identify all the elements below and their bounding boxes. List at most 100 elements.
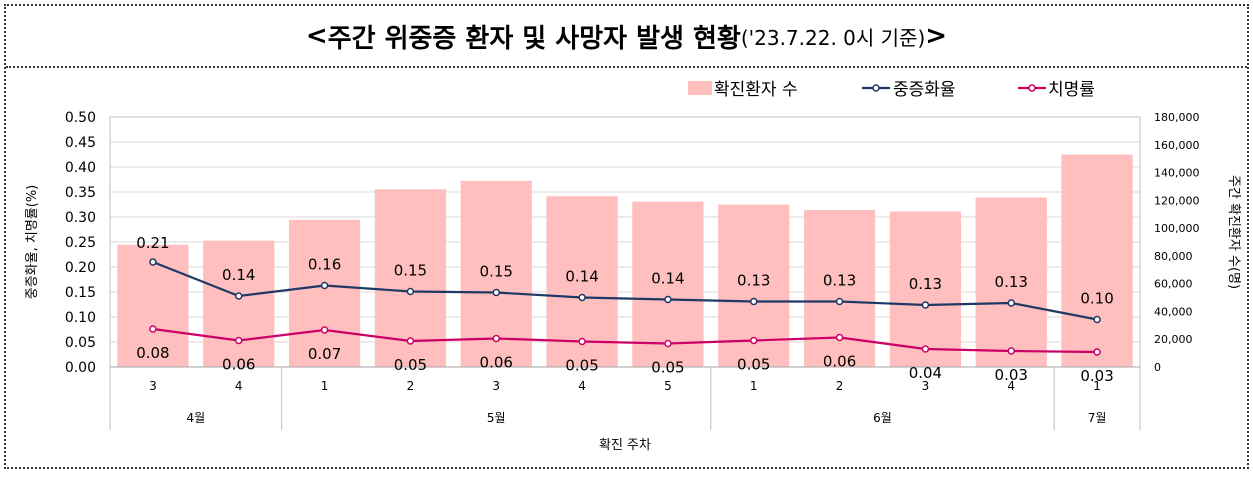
data-point: [750, 336, 758, 345]
series-line: [152, 327, 1098, 354]
data-point: [492, 288, 500, 297]
y2-tick-label: 40,000: [1154, 305, 1193, 318]
y-tick-label: 0.00: [65, 360, 96, 376]
x-tick-label: 4: [235, 379, 243, 393]
chart-subtitle: ('23.7.22. 0시 기준): [740, 25, 926, 50]
data-label: 0.13: [737, 272, 770, 290]
legend-swatch-bar: [688, 81, 712, 95]
data-point: [320, 281, 329, 290]
y-tick-label: 0.45: [65, 135, 96, 151]
data-label: 0.21: [136, 234, 169, 252]
data-label: 0.16: [308, 256, 341, 274]
data-label: 0.14: [222, 266, 255, 284]
title-prefix: <: [305, 21, 328, 51]
data-point: [1093, 348, 1101, 356]
title-bar: < 주간 위중증 환자 및 사망자 발생 현황 ('23.7.22. 0시 기준…: [6, 6, 1247, 68]
data-label: 0.08: [136, 344, 169, 362]
y2-tick-label: 0: [1154, 361, 1161, 374]
data-label: 0.05: [651, 359, 684, 377]
data-label: 0.07: [308, 345, 341, 363]
data-point: [578, 293, 586, 302]
data-label: 0.13: [995, 273, 1028, 291]
bar: [288, 219, 361, 367]
data-label: 0.06: [480, 354, 513, 372]
x-tick-label: 3: [149, 379, 157, 393]
data-point: [1007, 347, 1015, 355]
y2-tick-label: 180,000: [1154, 111, 1200, 124]
x-tick-label: 3: [492, 379, 500, 393]
y2-tick-label: 120,000: [1154, 194, 1200, 207]
data-point: [750, 297, 758, 306]
data-point: [320, 326, 329, 334]
data-point: [578, 337, 586, 346]
x-group-label: 7월: [1088, 411, 1107, 425]
x-tick-label: 5: [664, 379, 672, 393]
data-label: 0.04: [909, 364, 942, 382]
data-label: 0.14: [651, 270, 684, 288]
y-tick-label: 0.10: [65, 310, 96, 326]
bar: [203, 240, 275, 367]
data-label: 0.06: [222, 356, 255, 374]
data-point: [235, 336, 243, 345]
y-tick-label: 0.05: [65, 335, 96, 351]
y2-tick-label: 20,000: [1154, 333, 1193, 346]
y-axis-title: 중증화율, 치명률(%): [25, 185, 40, 299]
x-tick-label: 1: [750, 379, 758, 393]
data-label: 0.10: [1080, 290, 1113, 308]
legend-marker: [872, 84, 880, 92]
y2-tick-label: 100,000: [1154, 222, 1200, 235]
data-label: 0.13: [909, 275, 942, 293]
x-tick-label: 4: [578, 379, 586, 393]
y2-axis-title: 주간 확진환자 수(명): [1226, 175, 1241, 289]
x-group-label: 6월: [873, 411, 892, 425]
data-point: [149, 325, 157, 333]
y-tick-label: 0.30: [65, 210, 96, 226]
x-tick-label: 1: [321, 379, 329, 393]
data-label: 0.15: [394, 262, 427, 280]
bar: [632, 201, 704, 367]
series-line: [152, 260, 1098, 321]
x-tick-label: 3: [922, 379, 930, 393]
y-tick-label: 0.20: [65, 260, 96, 276]
bar: [975, 197, 1047, 367]
y-tick-label: 0.15: [65, 285, 96, 301]
data-label: 0.13: [823, 272, 856, 290]
y-tick-label: 0.50: [65, 110, 96, 126]
data-label: 0.05: [394, 356, 427, 374]
data-label: 0.03: [1080, 367, 1113, 385]
x-tick-label: 2: [407, 379, 415, 393]
legend-marker: [1028, 84, 1036, 92]
y2-tick-label: 140,000: [1154, 167, 1200, 180]
data-label: 0.03: [995, 366, 1028, 384]
data-point: [921, 301, 930, 309]
y2-tick-label: 80,000: [1154, 250, 1193, 263]
data-label: 0.14: [565, 268, 598, 286]
legend-label: 중증화율: [893, 80, 956, 100]
chart-title: 주간 위중증 환자 및 사망자 발생 현황: [327, 23, 741, 54]
data-point: [1007, 299, 1015, 307]
data-label: 0.15: [480, 263, 513, 281]
data-point: [664, 339, 672, 348]
title-suffix: >: [925, 21, 948, 51]
chart-frame: < 주간 위중증 환자 및 사망자 발생 현황 ('23.7.22. 0시 기준…: [4, 4, 1249, 469]
data-point: [835, 297, 844, 306]
data-label: 0.06: [823, 353, 856, 371]
x-tick-label: 4: [1007, 379, 1015, 393]
y2-tick-label: 60,000: [1154, 278, 1193, 291]
data-point: [492, 334, 500, 343]
y-tick-label: 0.35: [65, 185, 96, 201]
data-point: [664, 295, 672, 304]
data-point: [1093, 315, 1101, 324]
x-axis-title: 확진 주차: [599, 438, 651, 453]
data-label: 0.05: [737, 356, 770, 374]
x-tick-label: 2: [836, 379, 844, 393]
data-point: [406, 337, 415, 345]
y2-tick-label: 160,000: [1154, 139, 1200, 152]
y-tick-label: 0.25: [65, 235, 96, 251]
data-point: [235, 292, 243, 300]
x-group-label: 4월: [186, 411, 205, 425]
x-group-label: 5월: [487, 411, 506, 425]
bar: [889, 211, 962, 367]
y-tick-label: 0.40: [65, 160, 96, 176]
